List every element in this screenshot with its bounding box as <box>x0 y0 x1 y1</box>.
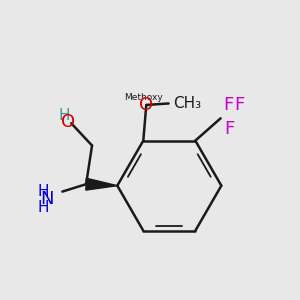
Text: F: F <box>234 96 244 114</box>
Text: CH₃: CH₃ <box>173 96 201 111</box>
Text: O: O <box>61 113 75 131</box>
Text: H: H <box>38 200 49 215</box>
Text: F: F <box>224 96 234 114</box>
Text: H: H <box>58 108 70 123</box>
Text: O: O <box>139 96 153 114</box>
Text: H: H <box>38 184 49 199</box>
Text: Methoxy: Methoxy <box>124 93 163 102</box>
Text: N: N <box>40 190 53 208</box>
Polygon shape <box>86 178 117 190</box>
Text: F: F <box>224 120 235 138</box>
